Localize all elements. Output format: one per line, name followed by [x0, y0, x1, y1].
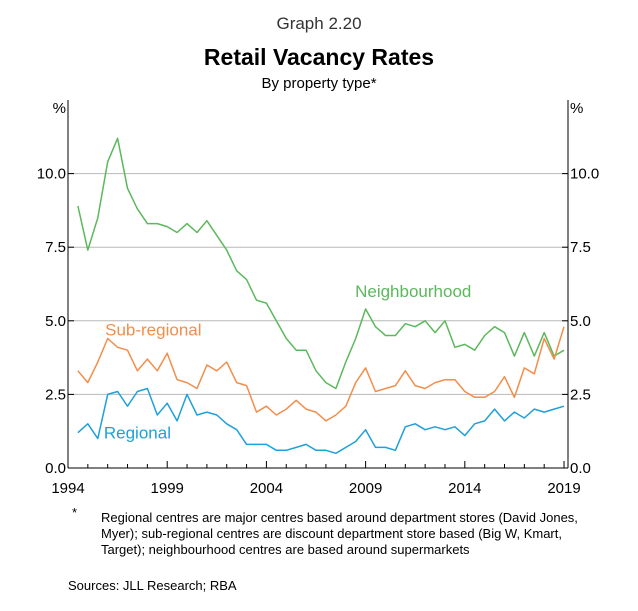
series-line-regional — [77, 387, 565, 455]
chart-title: Retail Vacancy Rates — [203, 44, 435, 70]
y-tick-label-left: 7.5 — [45, 239, 66, 256]
x-tick-label: 2004 — [250, 480, 283, 497]
sources: Sources: JLL Research; RBA — [68, 578, 237, 593]
footnote-text: Regional centres are major centres based… — [101, 510, 578, 557]
footnote-marker: * — [72, 505, 78, 520]
chart-subtitle: By property type* — [261, 75, 377, 92]
graph-label: Graph 2.20 — [276, 14, 362, 33]
x-tick-label: 2019 — [547, 480, 580, 497]
y-tick-label-right: 7.5 — [570, 239, 591, 256]
y-tick-label-left: 2.5 — [45, 386, 66, 403]
chart: 0.0 0.0 2.5 2.5 5.0 5.0 7.5 7.5 10.0 10.0% % 1994 19… — [37, 100, 599, 497]
y-tick-label-right: 5.0 — [570, 313, 591, 330]
x-tick-label: 1994 — [51, 480, 84, 497]
y-tick-label-left: 5.0 — [45, 313, 66, 330]
y-tick-label-right: 10.0 — [570, 166, 599, 183]
series-line-sub-regional — [77, 326, 565, 422]
series-label-neighbourhood: Neighbourhood — [355, 282, 471, 301]
y-tick-label-right: 0.0 — [570, 460, 591, 477]
x-tick-label: 2014 — [448, 480, 481, 497]
x-tick-label: 1999 — [151, 480, 184, 497]
series-label-sub-regional: Sub-regional — [105, 321, 201, 340]
y-tick-label-left: 0.0 — [45, 460, 66, 477]
y-axis-unit-right: % — [570, 100, 583, 117]
series-line-neighbourhood — [77, 137, 565, 390]
x-tick-label: 2009 — [349, 480, 382, 497]
y-axis-unit-left: % — [53, 100, 66, 117]
y-tick-label-left: 10.0 — [37, 166, 66, 183]
y-tick-label-right: 2.5 — [570, 386, 591, 403]
series-label-regional: Regional — [104, 424, 171, 443]
